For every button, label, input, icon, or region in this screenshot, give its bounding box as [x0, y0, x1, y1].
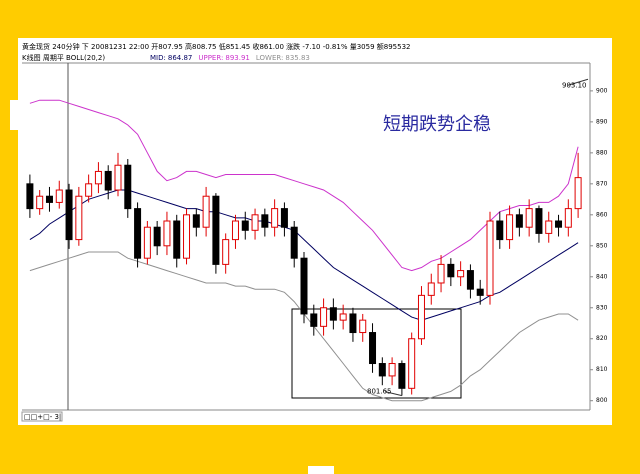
- subtitle: K线图 周期平 BOLL(20,2): [22, 53, 105, 62]
- candle-body: [329, 307, 337, 321]
- y-tick-label: 900: [596, 87, 608, 94]
- candle-body: [339, 313, 347, 321]
- candle-body: [408, 338, 416, 389]
- y-tick-label: 840: [596, 273, 608, 280]
- candle-body: [427, 282, 435, 296]
- candle-body: [564, 208, 572, 228]
- y-tick-label: 850: [596, 242, 608, 249]
- candle-body: [134, 208, 142, 259]
- chart-title: 黄金现货 240分钟 下 20081231 22:00 开807.95 高808…: [22, 42, 410, 51]
- candle-body: [183, 214, 191, 259]
- high-marker: [567, 78, 589, 86]
- candle-body: [202, 195, 210, 228]
- candle-body: [241, 220, 249, 231]
- y-tick-label: 890: [596, 118, 608, 125]
- candle-body: [466, 270, 474, 290]
- candle-body: [555, 220, 563, 228]
- candle-body: [114, 164, 122, 191]
- legend-name: MID:: [150, 54, 166, 62]
- candle-body: [65, 189, 73, 241]
- candle-body: [447, 263, 455, 278]
- candle-body: [104, 170, 112, 191]
- candle-body: [94, 170, 102, 185]
- y-tick-label: 860: [596, 211, 608, 218]
- toolbar-label: □□+□- 3|: [24, 413, 61, 421]
- candle-body: [320, 307, 328, 327]
- candle-body: [290, 226, 298, 259]
- candle-body: [261, 214, 269, 228]
- y-tick-label: 880: [596, 149, 608, 156]
- legend-value: 835.83: [285, 54, 310, 62]
- candle-body: [310, 313, 318, 327]
- candle-body: [55, 189, 63, 203]
- candle-body: [271, 208, 279, 228]
- candle-body: [506, 214, 514, 241]
- candle-body: [388, 363, 396, 377]
- toolbar: [21, 411, 63, 422]
- candle-body: [280, 208, 288, 228]
- candle-body: [153, 226, 161, 247]
- candle-body: [212, 195, 220, 265]
- candle-body: [515, 214, 523, 228]
- bottom-tab: [308, 466, 334, 474]
- y-tick-label: 830: [596, 304, 608, 311]
- candle-body: [545, 220, 553, 234]
- y-tick-label: 820: [596, 335, 608, 342]
- candle-body: [173, 220, 181, 259]
- legend-value: 893.91: [225, 54, 250, 62]
- highlight-box: [291, 308, 462, 399]
- candle-body: [535, 208, 543, 234]
- candle-body: [486, 220, 494, 296]
- candle-body: [378, 363, 386, 377]
- annotation: 短期跌势企稳: [383, 114, 491, 135]
- y-tick-label: 800: [596, 397, 608, 404]
- y-tick-label: 870: [596, 180, 608, 187]
- candle-body: [349, 313, 357, 334]
- candle-body: [143, 226, 151, 259]
- low-marker: [384, 391, 403, 397]
- candle-body: [45, 195, 53, 203]
- legend-name: LOWER:: [256, 54, 284, 62]
- candle-body: [398, 363, 406, 389]
- candle-body: [496, 220, 504, 241]
- candle-body: [574, 177, 582, 210]
- candle-body: [222, 239, 230, 265]
- panel: [18, 38, 612, 425]
- legend-name: UPPER:: [198, 54, 223, 62]
- candle-body: [124, 164, 132, 210]
- candle-body: [525, 208, 533, 228]
- candle-body: [163, 220, 171, 247]
- candle-body: [251, 214, 259, 231]
- legend-value: 864.87: [168, 54, 193, 62]
- candle-body: [300, 257, 308, 315]
- low-label: 801.65: [367, 388, 392, 396]
- candle-body: [476, 288, 484, 296]
- candle-body: [192, 214, 200, 228]
- candle-body: [359, 319, 367, 334]
- high-label: 903.10: [562, 81, 587, 89]
- candle-body: [36, 195, 44, 210]
- side-tab: [10, 100, 19, 130]
- candle-body: [457, 270, 465, 278]
- candle-body: [417, 294, 425, 340]
- candle-body: [231, 220, 239, 241]
- y-tick-label: 810: [596, 366, 608, 373]
- candle-body: [26, 183, 34, 210]
- candle-body: [369, 332, 377, 365]
- candle-body: [75, 195, 83, 241]
- candle-body: [85, 183, 93, 197]
- candle-body: [437, 263, 445, 284]
